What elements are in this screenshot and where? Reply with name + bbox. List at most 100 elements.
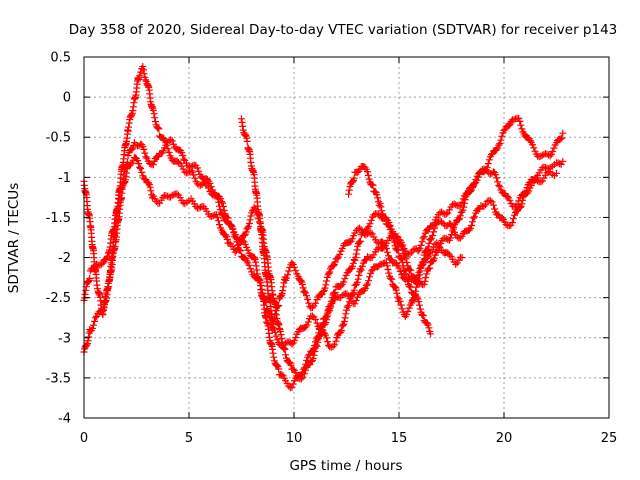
data-point xyxy=(223,235,231,243)
data-point xyxy=(510,215,517,223)
data-point xyxy=(376,199,384,207)
data-point xyxy=(517,121,525,129)
data-point xyxy=(414,272,422,280)
data-point xyxy=(470,214,478,222)
data-point xyxy=(493,174,501,182)
data-point xyxy=(256,218,264,226)
data-point xyxy=(373,191,381,199)
data-point xyxy=(385,269,393,277)
data-point xyxy=(480,202,488,210)
data-point xyxy=(382,245,390,252)
data-point xyxy=(92,314,99,322)
data-point xyxy=(417,241,425,249)
data-point xyxy=(227,221,235,229)
data-point xyxy=(403,311,411,318)
data-point xyxy=(460,203,468,211)
data-point xyxy=(138,168,146,176)
series-track-1 xyxy=(80,63,567,392)
data-point xyxy=(496,183,504,191)
data-point xyxy=(367,216,375,224)
data-point xyxy=(312,299,319,307)
data-point xyxy=(270,314,278,322)
data-point xyxy=(302,366,310,374)
data-point xyxy=(242,228,250,236)
data-point xyxy=(297,375,305,383)
data-point xyxy=(82,286,90,294)
data-point xyxy=(352,250,360,258)
data-point xyxy=(452,260,460,268)
data-point xyxy=(484,160,492,168)
data-point xyxy=(352,297,360,304)
data-point xyxy=(152,198,160,205)
data-point xyxy=(530,144,538,152)
data-point xyxy=(379,238,387,246)
data-point xyxy=(285,267,293,275)
data-point xyxy=(349,290,357,298)
data-point xyxy=(145,179,153,187)
data-point xyxy=(427,236,434,244)
data-point xyxy=(455,216,463,223)
data-point xyxy=(142,153,150,161)
data-point xyxy=(545,168,553,176)
series-track-5 xyxy=(345,163,434,338)
x-axis-label: GPS time / hours xyxy=(289,458,402,474)
data-point xyxy=(178,149,186,156)
data-point xyxy=(442,210,450,218)
data-point xyxy=(515,114,523,122)
data-point xyxy=(402,270,410,278)
data-point xyxy=(459,206,467,214)
data-point xyxy=(164,192,171,200)
data-point xyxy=(218,198,226,206)
data-point xyxy=(425,324,433,332)
data-point xyxy=(416,305,424,313)
data-point xyxy=(368,267,376,275)
data-point xyxy=(494,178,502,186)
data-point xyxy=(336,251,344,258)
data-point xyxy=(416,279,423,287)
data-point xyxy=(386,274,394,282)
data-point xyxy=(554,159,562,167)
data-point xyxy=(298,280,306,288)
data-point xyxy=(352,254,360,262)
data-point xyxy=(299,373,307,381)
data-point xyxy=(398,305,406,313)
data-point xyxy=(288,383,296,391)
data-point xyxy=(134,157,142,165)
data-point xyxy=(469,218,476,226)
data-point xyxy=(430,254,438,262)
data-point xyxy=(424,265,432,273)
data-point xyxy=(420,280,428,288)
data-point xyxy=(241,231,249,239)
data-point xyxy=(537,152,545,160)
data-point xyxy=(338,245,346,252)
data-point xyxy=(208,213,216,220)
data-point xyxy=(456,234,464,242)
data-point xyxy=(323,312,331,320)
data-point xyxy=(282,351,290,359)
data-point xyxy=(340,278,348,286)
data-point xyxy=(345,298,353,306)
y-tick-label: -2 xyxy=(58,251,71,266)
chart-title: Day 358 of 2020, Sidereal Day-to-day VTE… xyxy=(69,22,618,38)
series-track-2 xyxy=(80,154,567,383)
data-point xyxy=(366,273,374,281)
data-point xyxy=(506,196,514,204)
data-point xyxy=(140,145,148,153)
data-point xyxy=(397,301,405,309)
data-point xyxy=(419,312,427,320)
data-point xyxy=(422,274,430,282)
data-point xyxy=(498,214,506,222)
data-point xyxy=(195,204,203,212)
data-point xyxy=(471,213,479,221)
data-point xyxy=(327,303,335,311)
data-point xyxy=(193,164,201,172)
data-point xyxy=(325,269,333,277)
data-point xyxy=(497,136,505,144)
data-point xyxy=(332,337,340,345)
data-point xyxy=(368,230,376,238)
axis-ticks: 0.5 0 -0.5 -1 -1.5 -2 -2.5 -3 -3.5 -4 0 5 10 15 20 25 xyxy=(46,51,618,447)
data-point xyxy=(456,212,464,220)
data-point xyxy=(330,262,338,270)
data-point xyxy=(301,370,308,378)
data-point xyxy=(320,329,328,337)
